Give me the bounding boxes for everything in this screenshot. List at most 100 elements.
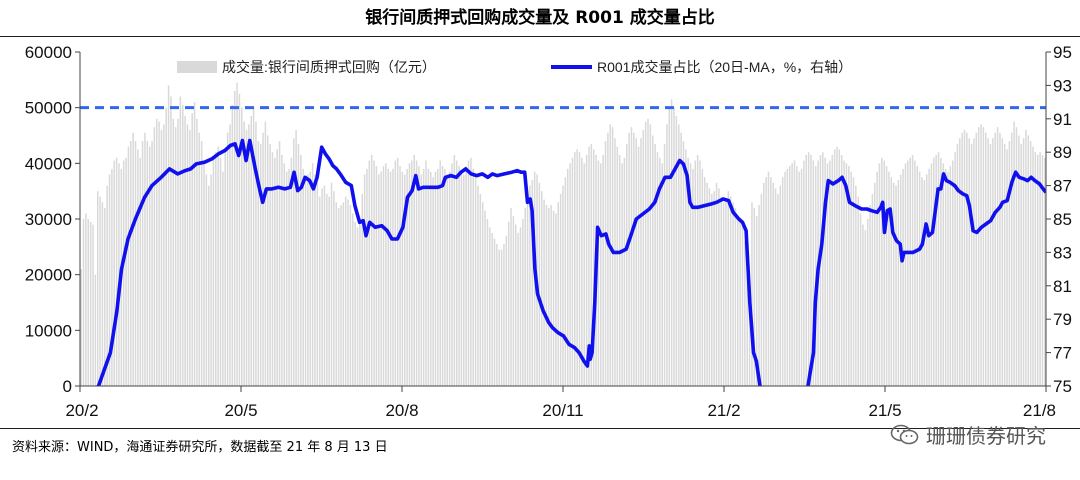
volume-bar [899, 174, 902, 386]
volume-bar [80, 269, 82, 386]
volume-bar [909, 157, 911, 386]
source-note: 资料来源：WIND，海通证券研究所，数据截至 21 年 8 月 13 日 [12, 440, 388, 455]
volume-bar [777, 193, 779, 386]
volume-bar [222, 171, 224, 386]
volume-bar [699, 160, 701, 386]
volume-bar [763, 182, 765, 386]
volume-bar [370, 154, 373, 386]
volume-bar [515, 224, 517, 386]
volume-bar [460, 171, 463, 386]
volume-bar [810, 154, 812, 386]
volume-bar [876, 171, 878, 386]
volume-bar [833, 149, 836, 386]
volume-bar [304, 177, 307, 386]
volume-bar [153, 127, 156, 387]
volume-bar [441, 166, 444, 386]
x-tick-label: 21/2 [707, 401, 740, 420]
volume-bar [181, 104, 184, 386]
volume-bar [824, 157, 826, 386]
volume-bar [840, 154, 843, 386]
volume-bar [529, 185, 531, 386]
volume-bar [489, 227, 491, 386]
volume-bar [387, 168, 389, 386]
volume-bar [829, 160, 831, 386]
volume-bar [1029, 141, 1032, 386]
volume-bar [585, 154, 588, 386]
volume-bar [484, 210, 486, 386]
volume-bar [942, 163, 945, 386]
volume-bar [628, 132, 630, 386]
right-tick-label: 81 [1053, 277, 1072, 296]
volume-bar [262, 132, 264, 386]
volume-bar [703, 177, 706, 386]
volume-bar [226, 132, 229, 386]
volume-bar [618, 154, 621, 386]
volume-bar [559, 193, 562, 386]
left-tick-label: 20000 [25, 266, 72, 285]
volume-bar [125, 157, 127, 386]
volume-bar [642, 129, 645, 386]
volume-bar [812, 160, 815, 386]
volume-bar [368, 160, 371, 386]
volume-bar [871, 193, 874, 386]
volume-bar [966, 132, 968, 386]
watermark-text: 珊珊债券研究 [926, 424, 1046, 448]
volume-bar [651, 135, 654, 386]
volume-bar [281, 154, 283, 386]
volume-bar [739, 219, 741, 386]
volume-bar [434, 171, 437, 386]
volume-bar [668, 107, 671, 387]
volume-bar [581, 157, 583, 386]
volume-bar [302, 168, 304, 386]
volume-bar [713, 191, 715, 386]
volume-bar [727, 191, 730, 386]
volume-bar [760, 193, 763, 386]
volume-bar [564, 177, 567, 386]
watermark: 珊珊债券研究 [890, 420, 1046, 449]
volume-bar [663, 143, 666, 386]
volume-bar [859, 213, 862, 386]
volume-bar [968, 138, 970, 386]
volume-bar [600, 163, 602, 386]
volume-bar [366, 168, 368, 386]
volume-bar [902, 168, 904, 386]
volume-bar [472, 168, 474, 386]
volume-bar [259, 143, 262, 386]
volume-bar [196, 118, 198, 387]
volume-bar [210, 174, 212, 386]
volume-bar [637, 146, 640, 386]
volume-bar [463, 174, 465, 386]
volume-bar [118, 163, 120, 386]
volume-bar [659, 157, 661, 386]
volume-bar [474, 177, 477, 386]
volume-bar [874, 182, 876, 386]
volume-bar [307, 174, 309, 386]
volume-bar [682, 141, 685, 386]
legend-label-r001: R001成交量占比（20日-MA，%，右轴） [597, 59, 852, 75]
volume-bar [455, 160, 458, 386]
volume-bar [1025, 129, 1027, 386]
volume-bar [151, 141, 153, 386]
volume-bar [571, 157, 574, 386]
volume-bar [999, 132, 1001, 386]
right-tick-label: 75 [1053, 377, 1072, 396]
volume-bar [524, 207, 526, 386]
left-tick-label: 60000 [25, 43, 72, 62]
volume-bar [96, 191, 99, 386]
volume-bar [881, 157, 883, 386]
right-tick-label: 85 [1053, 210, 1072, 229]
legend-label-volume: 成交量:银行间质押式回购（亿元） [222, 59, 436, 75]
volume-bar [1013, 121, 1015, 386]
volume-bar [512, 216, 515, 386]
volume-bars [80, 82, 1046, 387]
volume-bar [609, 124, 611, 387]
volume-bar [956, 143, 959, 386]
volume-bar [689, 163, 692, 386]
volume-bar [918, 171, 921, 386]
axes: 0 10000 20000 30000 40000 50000 60000 75 77 79 81 8… [25, 43, 1072, 420]
volume-bar [219, 157, 222, 386]
volume-bar [552, 210, 555, 386]
volume-bar [973, 138, 975, 386]
volume-bar [925, 174, 928, 386]
volume-bar [420, 174, 423, 386]
